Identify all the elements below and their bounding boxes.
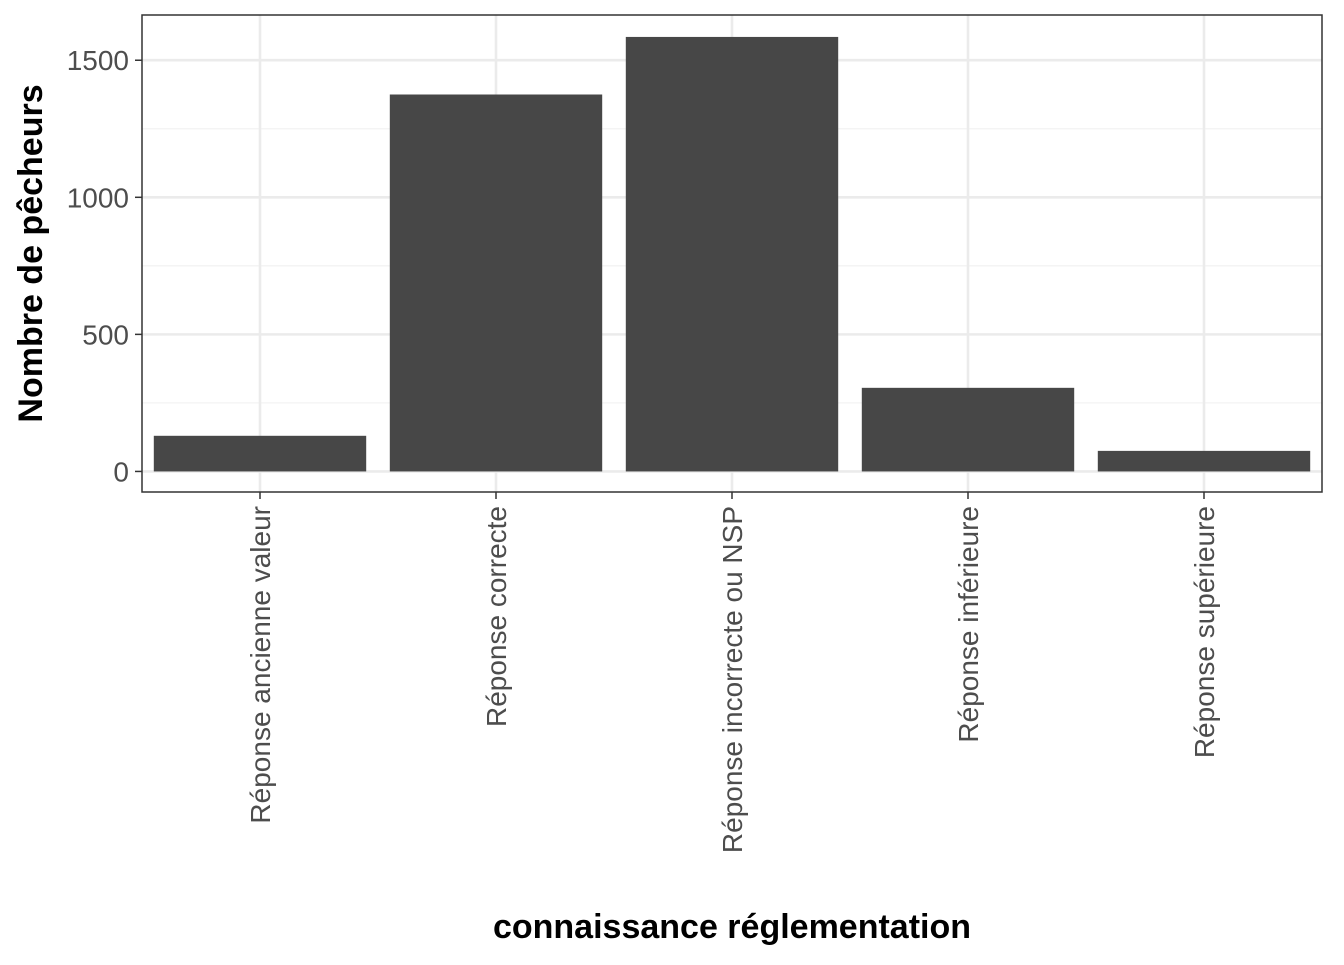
y-tick-label: 1500 (67, 45, 129, 76)
y-tick-label: 500 (82, 319, 129, 350)
bar (625, 36, 839, 472)
x-axis-title: connaissance réglementation (493, 908, 971, 946)
bar-layer (153, 36, 1311, 472)
x-tick-label: Réponse incorrecte ou NSP (717, 506, 748, 853)
x-tick-label: Réponse ancienne valeur (245, 506, 276, 824)
y-tick-label: 1000 (67, 182, 129, 213)
y-axis-title: Nombre de pêcheurs (12, 84, 50, 422)
bar (861, 387, 1075, 472)
tick-layer: 0 500 1000 1500 Réponse ancienne valeur Répon… (67, 45, 1220, 853)
x-tick-label: Réponse inférieure (953, 506, 984, 743)
x-tick-label: Réponse correcte (481, 506, 512, 727)
bar (389, 94, 603, 472)
x-tick-label: Réponse supérieure (1189, 506, 1220, 758)
y-tick-label: 0 (113, 456, 129, 487)
bar (1097, 450, 1311, 472)
bar (153, 435, 367, 472)
